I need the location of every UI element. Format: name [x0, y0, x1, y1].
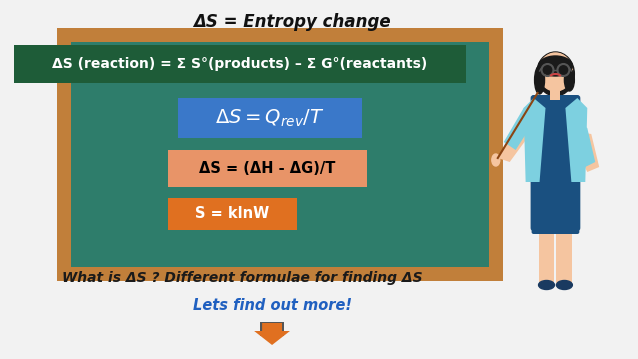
- Polygon shape: [565, 98, 588, 182]
- Ellipse shape: [538, 280, 554, 289]
- Text: S = klnW: S = klnW: [195, 206, 269, 222]
- Polygon shape: [575, 122, 595, 168]
- Ellipse shape: [538, 53, 572, 91]
- FancyBboxPatch shape: [538, 221, 554, 283]
- FancyBboxPatch shape: [551, 88, 560, 100]
- FancyBboxPatch shape: [531, 95, 581, 231]
- FancyBboxPatch shape: [57, 28, 503, 281]
- Ellipse shape: [535, 66, 544, 94]
- Polygon shape: [504, 102, 533, 150]
- FancyBboxPatch shape: [260, 322, 284, 336]
- Text: ΔS = Entropy change: ΔS = Entropy change: [193, 13, 390, 31]
- FancyBboxPatch shape: [13, 45, 466, 83]
- FancyArrow shape: [254, 323, 290, 345]
- Polygon shape: [498, 114, 538, 162]
- Ellipse shape: [492, 154, 500, 166]
- FancyBboxPatch shape: [177, 98, 362, 138]
- Text: $\Delta S = Q_{rev}/T$: $\Delta S = Q_{rev}/T$: [215, 107, 324, 129]
- Ellipse shape: [538, 56, 572, 76]
- Polygon shape: [524, 98, 545, 182]
- FancyBboxPatch shape: [531, 210, 579, 234]
- FancyBboxPatch shape: [168, 198, 297, 230]
- FancyBboxPatch shape: [168, 150, 366, 187]
- Ellipse shape: [565, 69, 574, 91]
- Text: ΔS = (ΔH - ΔG)/T: ΔS = (ΔH - ΔG)/T: [199, 161, 336, 176]
- Text: ΔS (reaction) = Σ S°(products) – Σ G°(reactants): ΔS (reaction) = Σ S°(products) – Σ G°(re…: [52, 57, 427, 71]
- Ellipse shape: [537, 52, 574, 96]
- Ellipse shape: [556, 280, 572, 289]
- Polygon shape: [577, 132, 599, 172]
- FancyBboxPatch shape: [71, 42, 489, 267]
- Text: What is ΔS ? Different formulae for finding ΔS: What is ΔS ? Different formulae for find…: [62, 271, 422, 285]
- Text: Lets find out more!: Lets find out more!: [193, 298, 352, 312]
- FancyBboxPatch shape: [556, 221, 572, 283]
